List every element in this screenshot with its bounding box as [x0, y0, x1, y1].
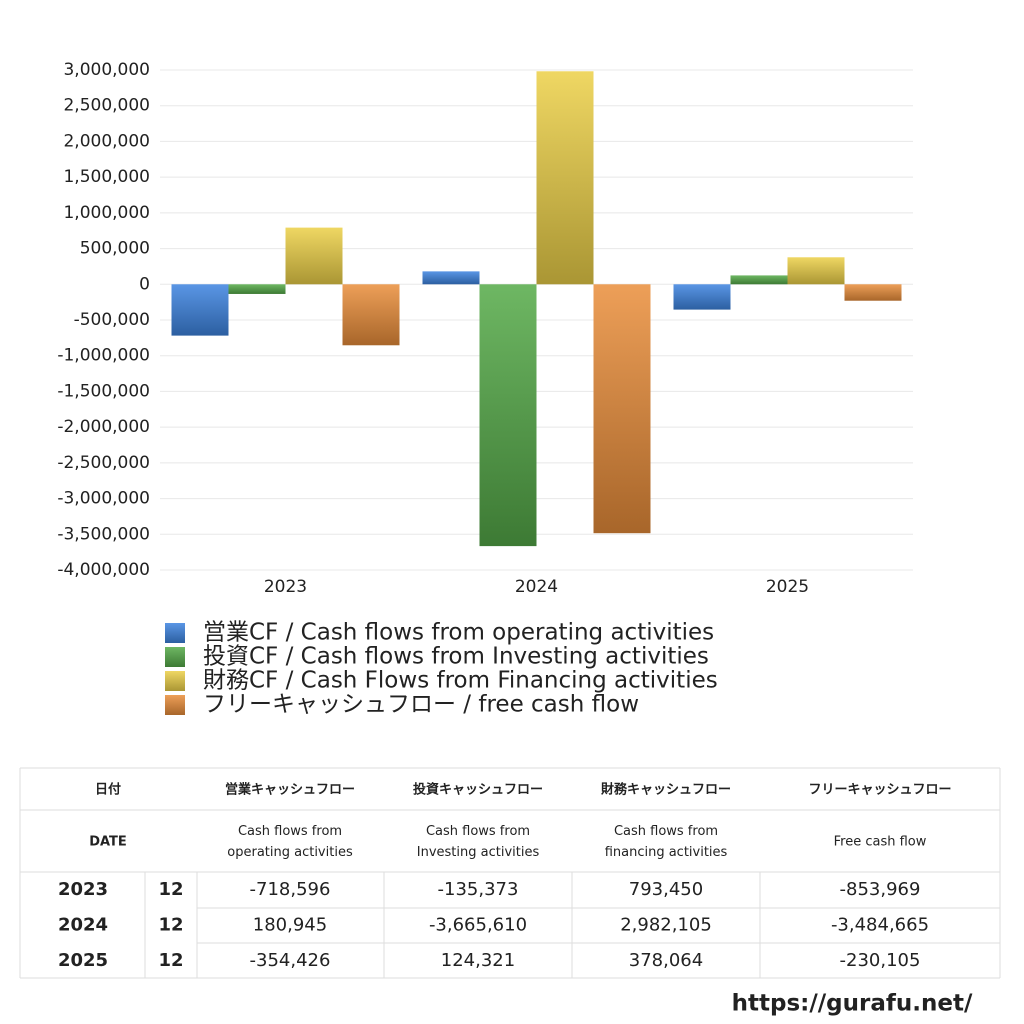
table-cell: 2,982,105 [620, 915, 712, 936]
y-tick-label: 1,000,000 [63, 203, 150, 223]
legend-label: 財務CF / Cash Flows from Financing activit… [203, 668, 718, 694]
table-subheader: Cash flows from [238, 824, 342, 839]
table-subheader: Free cash flow [834, 835, 927, 850]
bar [228, 284, 286, 294]
bar [479, 284, 537, 547]
table-subheader: Cash flows from [426, 824, 530, 839]
y-tick-label: -3,500,000 [57, 524, 150, 544]
table-cell: -853,969 [840, 879, 921, 900]
table-cell: -135,373 [438, 879, 519, 900]
table-cell: 124,321 [441, 950, 515, 971]
y-tick-label: -1,500,000 [57, 381, 150, 401]
bar [342, 284, 400, 346]
row-year: 2023 [58, 879, 108, 900]
y-tick-label: -500,000 [74, 310, 150, 330]
y-tick-label: 500,000 [80, 239, 150, 259]
table-header: 財務キャッシュフロー [600, 782, 731, 798]
bar [536, 71, 594, 285]
table-header: 投資キャッシュフロー [413, 782, 543, 798]
row-year: 2024 [58, 915, 108, 936]
table-cell: 180,945 [253, 915, 327, 936]
y-tick-label: -1,000,000 [57, 346, 150, 366]
table-cell: 793,450 [629, 879, 703, 900]
table-cell: 378,064 [629, 950, 703, 971]
legend-swatch [165, 623, 185, 643]
y-tick-label: 2,500,000 [63, 96, 150, 116]
bar [285, 227, 343, 285]
x-tick-label: 2024 [515, 577, 558, 597]
table-cell: -718,596 [250, 879, 331, 900]
table-subheader: Cash flows from [614, 824, 718, 839]
y-tick-label: -4,000,000 [57, 560, 150, 580]
legend-label: フリーキャッシュフロー / free cash flow [203, 692, 639, 718]
bar [787, 257, 845, 285]
table-subheader: DATE [89, 835, 127, 850]
legend-swatch [165, 671, 185, 691]
x-tick-label: 2023 [264, 577, 307, 597]
bar [171, 284, 229, 336]
y-tick-label: 1,500,000 [63, 167, 150, 187]
table-header: フリーキャッシュフロー [808, 783, 951, 798]
y-tick-label: 0 [139, 274, 150, 294]
table-subheader: financing activities [605, 845, 728, 860]
bar [422, 271, 480, 285]
table-cell: -3,484,665 [831, 915, 929, 936]
legend-swatch [165, 647, 185, 667]
y-tick-label: -2,500,000 [57, 453, 150, 473]
table-cell: -3,665,610 [429, 915, 527, 936]
row-year: 2025 [58, 950, 108, 971]
x-tick-label: 2025 [766, 577, 809, 597]
row-month: 12 [158, 879, 183, 900]
table-subheader: Investing activities [417, 845, 540, 860]
footer-url: https://gurafu.net/ [732, 991, 973, 1017]
table-subheader: operating activities [227, 845, 353, 860]
bar [673, 284, 731, 310]
table-cell: -354,426 [250, 950, 331, 971]
row-month: 12 [158, 915, 183, 936]
y-tick-label: 3,000,000 [63, 60, 150, 80]
legend-label: 営業CF / Cash flows from operating activit… [203, 620, 714, 646]
table-cell: -230,105 [840, 950, 921, 971]
y-tick-label: -3,000,000 [57, 489, 150, 509]
bar [844, 284, 902, 301]
row-month: 12 [158, 950, 183, 971]
y-tick-label: -2,000,000 [57, 417, 150, 437]
table-header: 日付 [95, 782, 121, 798]
table-header: 営業キャッシュフロー [225, 782, 355, 798]
y-tick-label: 2,000,000 [63, 131, 150, 151]
legend-label: 投資CF / Cash flows from Investing activit… [203, 644, 709, 670]
bar [730, 275, 788, 285]
bar [593, 284, 651, 534]
legend-swatch [165, 695, 185, 715]
